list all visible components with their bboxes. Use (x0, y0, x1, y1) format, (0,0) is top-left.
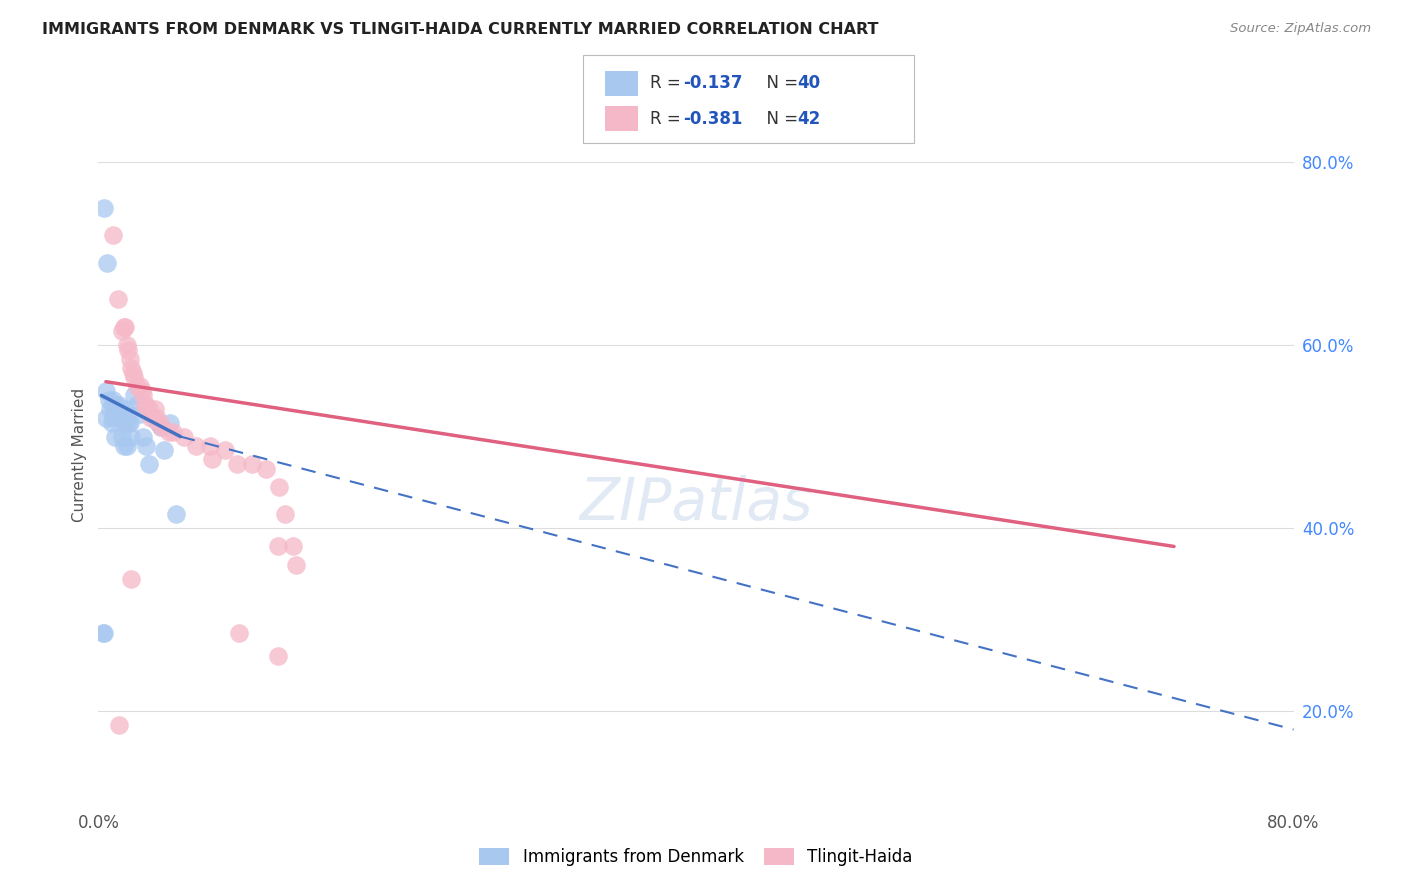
Point (132, 388, 155, 402)
Point (97, 392, 120, 407)
Point (150, 420, 173, 434)
Point (110, 411, 132, 425)
Point (159, 416, 181, 430)
Point (108, 718, 131, 732)
Point (115, 439, 138, 453)
Point (93, 626, 115, 640)
Point (105, 398, 128, 412)
Point (124, 370, 146, 384)
Point (165, 508, 187, 522)
Point (120, 361, 142, 376)
Point (200, 439, 222, 453)
Point (118, 351, 141, 366)
Point (115, 338, 138, 352)
Point (240, 457, 263, 471)
Point (228, 626, 250, 640)
Point (173, 429, 195, 443)
Point (143, 402, 166, 417)
Point (138, 402, 160, 417)
Text: N =: N = (756, 110, 804, 128)
Point (103, 398, 125, 412)
Point (111, 429, 134, 443)
Point (108, 407, 131, 421)
Point (93, 201, 115, 215)
Text: -0.381: -0.381 (683, 110, 742, 128)
Point (114, 416, 136, 430)
Text: 42: 42 (797, 110, 821, 128)
Point (269, 480, 291, 494)
Point (105, 402, 128, 417)
Point (107, 407, 129, 421)
Point (103, 228, 125, 243)
Point (111, 407, 134, 421)
Legend: Immigrants from Denmark, Tlingit-Haida: Immigrants from Denmark, Tlingit-Haida (471, 839, 921, 874)
Point (132, 429, 155, 443)
Point (94, 411, 117, 425)
Text: Source: ZipAtlas.com: Source: ZipAtlas.com (1230, 22, 1371, 36)
Point (148, 416, 170, 430)
Text: R =: R = (650, 74, 686, 92)
Point (112, 319, 135, 334)
Point (254, 461, 277, 475)
Point (153, 443, 176, 458)
Point (226, 457, 249, 471)
Point (104, 429, 127, 443)
Text: ZIPatlas: ZIPatlas (579, 475, 813, 533)
Point (150, 420, 173, 434)
Point (117, 343, 139, 357)
Point (131, 384, 153, 398)
Point (127, 379, 149, 393)
Point (108, 398, 131, 412)
Point (103, 411, 125, 425)
Y-axis label: Currently Married: Currently Married (72, 388, 87, 522)
Point (139, 411, 162, 425)
Point (117, 416, 139, 430)
Point (201, 452, 224, 467)
Point (127, 398, 149, 412)
Point (111, 324, 134, 338)
Point (145, 411, 167, 425)
Point (100, 402, 122, 417)
Point (91, 626, 114, 640)
Point (149, 416, 172, 430)
Point (121, 366, 143, 380)
Point (129, 407, 152, 421)
Text: IMMIGRANTS FROM DENMARK VS TLINGIT-HAIDA CURRENTLY MARRIED CORRELATION CHART: IMMIGRANTS FROM DENMARK VS TLINGIT-HAIDA… (42, 22, 879, 37)
Point (124, 388, 146, 402)
Point (274, 508, 297, 522)
Point (107, 293, 129, 307)
Point (103, 392, 125, 407)
Point (281, 540, 304, 554)
Point (214, 443, 236, 458)
Point (96, 255, 118, 269)
Point (112, 439, 135, 453)
Point (118, 416, 141, 430)
Point (142, 411, 165, 425)
Text: R =: R = (650, 110, 686, 128)
Point (284, 558, 307, 572)
Point (135, 439, 157, 453)
Point (138, 457, 160, 471)
Point (134, 398, 156, 412)
Point (157, 425, 180, 439)
Point (114, 319, 136, 334)
Point (267, 540, 290, 554)
Point (120, 572, 142, 586)
Point (129, 379, 152, 393)
Point (135, 398, 157, 412)
Point (114, 402, 136, 417)
Point (184, 439, 207, 453)
Point (267, 649, 290, 664)
Text: -0.137: -0.137 (683, 74, 742, 92)
Point (101, 416, 124, 430)
Text: 40: 40 (797, 74, 820, 92)
Point (94, 384, 117, 398)
Text: N =: N = (756, 74, 804, 92)
Point (120, 429, 142, 443)
Point (162, 425, 184, 439)
